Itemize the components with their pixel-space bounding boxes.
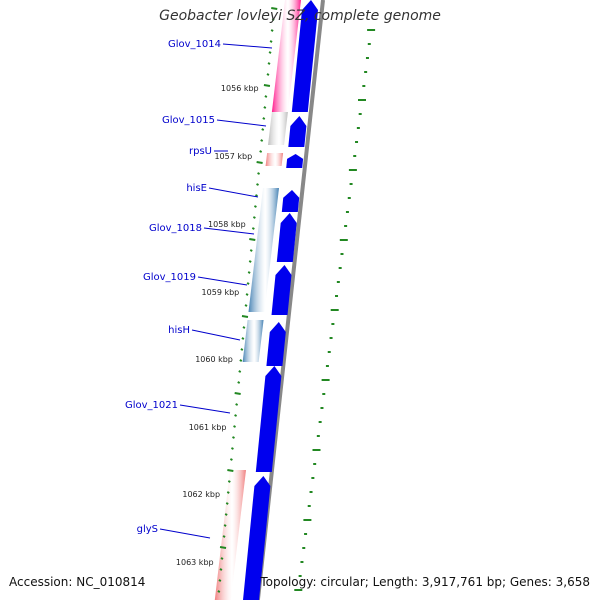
gc-tick [249, 238, 256, 241]
gene-label: Glov_1015 [162, 115, 215, 126]
gc-tick [268, 51, 272, 54]
cds-arrow [271, 265, 292, 315]
gc-tick [219, 546, 227, 549]
salmon-block [214, 470, 247, 600]
kbp-label: 1061 kbp [189, 423, 227, 432]
gc-tick [223, 524, 227, 527]
gene-label: rpsU [189, 146, 212, 157]
gene-leader-line [179, 404, 231, 414]
gc-tick [230, 447, 234, 450]
gc-tick [234, 414, 238, 417]
gc-tick [256, 183, 259, 186]
cds-arrow [276, 213, 297, 262]
gc-tick [227, 469, 234, 472]
gene-leader-line [191, 329, 241, 341]
gc-tick [224, 513, 228, 516]
kbp-label: 1062 kbp [182, 490, 220, 499]
gc-tick [239, 359, 243, 362]
gc-tick [263, 106, 267, 109]
cds-arrow [243, 476, 271, 600]
gc-tick [257, 172, 261, 175]
cds-arrow [288, 116, 307, 147]
kbp-label: 1060 kbp [195, 355, 233, 364]
gene-label: Glov_1018 [149, 223, 202, 234]
gc-tick [219, 568, 223, 571]
gc-tick [248, 260, 252, 263]
gene-label: hisH [168, 325, 190, 336]
gc-tick [259, 150, 263, 153]
genome-stats-label: Topology: circular; Length: 3,917,761 bp… [260, 575, 590, 589]
gc-tick [264, 95, 268, 98]
gc-tick [244, 304, 248, 307]
gc-tick [271, 7, 278, 10]
gc-tick [240, 348, 244, 351]
pink-block [271, 0, 301, 112]
gc-tick [252, 216, 256, 219]
gc-tick [269, 40, 273, 43]
gene-leader-line [208, 187, 259, 198]
cds-arrow [255, 366, 282, 472]
gc-tick [241, 315, 249, 318]
cds-arrow [281, 190, 300, 212]
gene-leader-line [159, 528, 211, 539]
gene-leader-line [197, 276, 248, 286]
gene-label: Glov_1019 [143, 272, 196, 283]
kbp-label: 1059 kbp [202, 288, 240, 297]
gc-tick [249, 249, 253, 252]
accession-label: Accession: NC_010814 [9, 575, 146, 589]
cds-arrow [286, 154, 304, 168]
kbp-label: 1063 kbp [176, 558, 214, 567]
gc-tick [246, 282, 250, 285]
gene-label: hisE [186, 183, 207, 194]
salmon-block [265, 153, 284, 166]
gc-tick [247, 271, 251, 274]
gc-tick [217, 590, 221, 593]
gc-tick [256, 161, 263, 164]
gc-tick [253, 205, 257, 208]
kbp-label: 1057 kbp [214, 152, 252, 161]
gc-tick [220, 557, 224, 560]
gene-label: Glov_1021 [125, 400, 178, 411]
gc-tick [242, 326, 246, 329]
gc-tick [251, 227, 255, 230]
gc-tick [270, 29, 274, 32]
gc-tick [225, 502, 229, 505]
gc-tick [232, 436, 235, 439]
gene-label: glyS [137, 524, 158, 535]
gc-tick [263, 84, 271, 87]
gc-tick [233, 425, 236, 428]
steelblue-block [242, 320, 264, 362]
gc-tick [266, 73, 270, 76]
gray-block [268, 112, 288, 145]
gc-tick [229, 458, 233, 461]
gc-tick [235, 403, 239, 406]
gc-tick [245, 293, 249, 296]
gc-tick [234, 392, 241, 395]
gc-tick [237, 381, 241, 384]
kbp-label: 1056 kbp [221, 84, 259, 93]
steelblue-block [248, 188, 280, 312]
map-title: Geobacter lovleyi SZ, complete genome [159, 8, 441, 24]
gc-tick [238, 370, 242, 373]
cds-arrow [291, 0, 318, 112]
gc-tick [255, 194, 258, 197]
gene-leader-line [222, 43, 273, 49]
gene-label: Glov_1014 [168, 39, 221, 50]
gc-tick [241, 337, 245, 340]
cds-arrow [266, 322, 286, 366]
gc-tick [218, 579, 222, 582]
gene-leader-line [216, 119, 267, 127]
gc-tick [227, 480, 231, 483]
gc-tick [271, 18, 275, 21]
gc-tick [267, 62, 271, 65]
gene-leader-line [203, 227, 255, 235]
kbp-label: 1058 kbp [208, 220, 246, 229]
gc-tick [226, 491, 230, 494]
gc-tick [260, 139, 264, 142]
gc-tick [262, 117, 266, 120]
gc-tick [222, 535, 226, 538]
gc-tick [261, 128, 265, 131]
